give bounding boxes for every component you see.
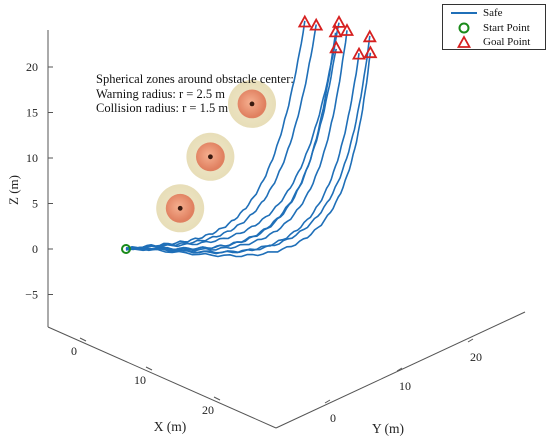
circle-marker-icon	[458, 22, 470, 34]
obstacle-center	[249, 101, 255, 107]
legend-label: Safe	[483, 7, 503, 19]
goal-point-marker	[328, 24, 343, 38]
axes	[47, 30, 526, 429]
obstacle-spheres	[156, 79, 276, 233]
trajectories	[125, 20, 372, 258]
y-tick-mark	[467, 338, 474, 343]
legend-item-goal: Goal Point	[443, 35, 545, 49]
goal-point-marker	[362, 29, 377, 43]
z-tick-label: 15	[26, 106, 38, 120]
trajectory-line	[125, 30, 348, 252]
trajectory-line	[125, 24, 317, 250]
legend-label: Goal Point	[483, 36, 531, 48]
goal-point-marker	[363, 45, 378, 59]
line-icon	[451, 12, 477, 14]
legend: Safe Start Point Goal Point	[442, 4, 546, 50]
x-tick-label: 20	[202, 403, 214, 417]
goal-point-marker	[339, 23, 355, 36]
start-point-marker	[121, 244, 131, 254]
z-tick-label: 5	[32, 197, 38, 211]
y-tick-mark	[324, 399, 331, 404]
goal-point-marker	[351, 46, 367, 60]
y-axis-line	[275, 311, 526, 429]
z-tick-label: −5	[25, 288, 38, 302]
goal-point-marker	[297, 14, 312, 28]
z-ticks: 20 15 10 5 0 −5	[25, 60, 53, 302]
obstacle-center	[177, 205, 183, 211]
z-tick-label: 0	[32, 242, 38, 256]
goal-point-marker	[309, 17, 324, 31]
x-tick-mark	[145, 366, 153, 371]
annotation-line: Collision radius: r = 1.5 m	[96, 101, 229, 115]
goal-point-marker	[331, 14, 347, 28]
annotation-line: Warning radius: r = 2.5 m	[96, 86, 225, 101]
z-tick-label: 20	[26, 60, 38, 74]
markers	[121, 14, 378, 254]
x-tick-label: 10	[134, 373, 146, 387]
legend-item-safe: Safe	[443, 6, 545, 20]
x-ticks: 0 10 20	[71, 337, 221, 417]
trajectory-line	[125, 20, 306, 250]
goal-point-marker	[329, 40, 344, 54]
z-tick-label: 10	[26, 151, 38, 165]
y-ticks: 0 10 20	[324, 338, 482, 425]
y-tick-label: 20	[470, 350, 482, 364]
x-tick-label: 0	[71, 344, 77, 358]
trajectory-line	[125, 52, 360, 255]
y-tick-label: 0	[330, 411, 336, 425]
legend-item-start: Start Point	[443, 21, 545, 35]
trajectory-line	[125, 52, 372, 258]
trajectory-line	[125, 22, 340, 250]
y-tick-mark	[396, 367, 403, 372]
x-axis-label: X (m)	[154, 419, 187, 434]
triangle-marker-icon	[456, 35, 472, 48]
trajectory-line	[125, 35, 371, 254]
trajectory-line	[125, 32, 337, 251]
x-axis-line	[47, 326, 277, 429]
z-axis-label: Z (m)	[6, 175, 21, 205]
x-tick-mark	[213, 396, 221, 401]
y-axis-label: Y (m)	[372, 421, 404, 436]
x-tick-mark	[79, 337, 87, 342]
obstacle-center	[208, 154, 213, 160]
annotation-text: Spherical zones around obstacle center: …	[96, 72, 294, 116]
legend-label: Start Point	[483, 22, 530, 34]
annotation-line: Spherical zones around obstacle center:	[96, 72, 294, 86]
y-tick-label: 10	[399, 379, 411, 393]
